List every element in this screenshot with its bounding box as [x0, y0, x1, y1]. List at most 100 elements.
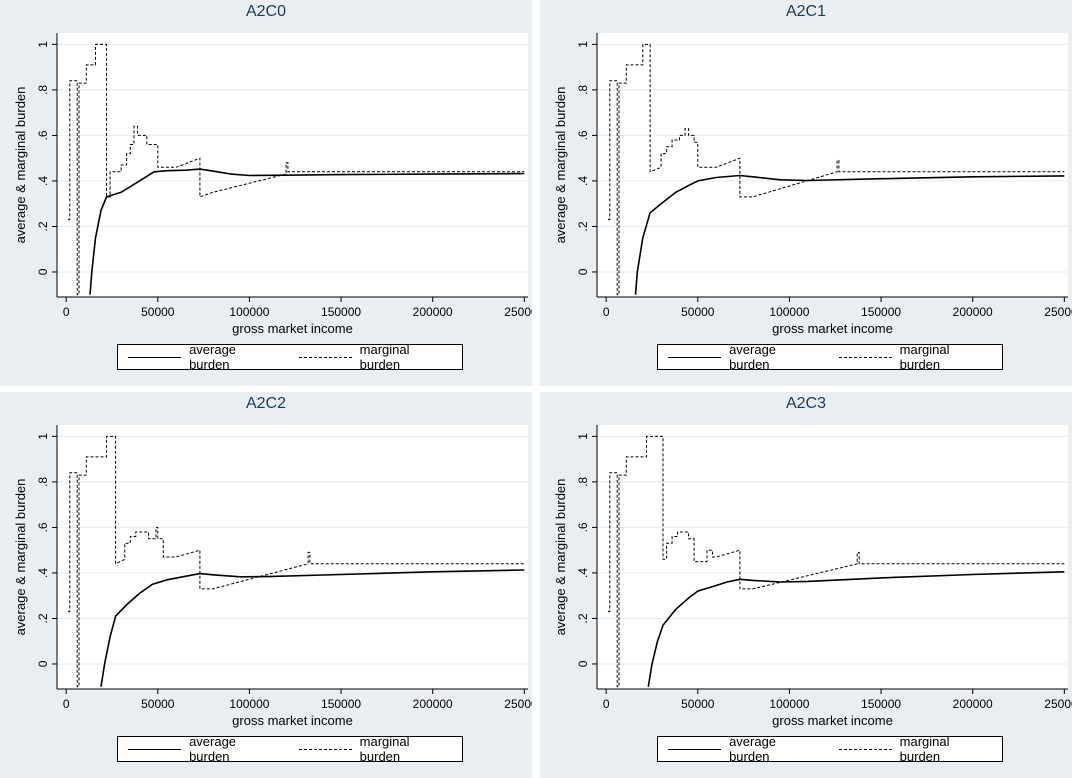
- legend-item-average-burden: average burden: [128, 342, 279, 372]
- x-tick-label: 0: [603, 697, 610, 711]
- y-tick-label: .2: [36, 613, 50, 623]
- plot-area: [57, 33, 528, 297]
- legend-label: average burden: [189, 734, 237, 764]
- y-tick-label: .8: [36, 85, 50, 95]
- x-tick-label: 200000: [953, 697, 993, 711]
- legend-label: marginal burden: [899, 734, 950, 764]
- y-axis-label: average & marginal burden: [553, 478, 568, 636]
- x-tick-label: 100000: [769, 697, 809, 711]
- x-tick-label: 0: [603, 305, 610, 319]
- legend-label: marginal burden: [899, 342, 950, 372]
- x-axis-label: gross market income: [232, 713, 353, 728]
- x-tick-label: 250000: [504, 697, 532, 711]
- legend-label: average burden: [729, 734, 777, 764]
- y-tick-label: .6: [36, 130, 50, 140]
- plot-area: [57, 425, 528, 689]
- legend-swatch: [668, 356, 722, 358]
- x-tick-label: 150000: [321, 697, 361, 711]
- y-tick-label: 0: [36, 268, 50, 275]
- x-tick-label: 200000: [413, 697, 453, 711]
- series-marginal-burden-line: [68, 435, 525, 688]
- y-axis-label: average & marginal burden: [553, 86, 568, 244]
- y-tick-label: .8: [576, 477, 590, 487]
- x-tick-label: 100000: [229, 305, 269, 319]
- legend: average burden marginal burden: [117, 342, 463, 372]
- y-tick-label: .4: [576, 568, 590, 578]
- legend: average burden marginal burden: [657, 734, 1003, 764]
- legend-swatch: [128, 748, 182, 750]
- y-tick-label: 1: [36, 433, 50, 440]
- y-tick-label: .4: [36, 176, 50, 186]
- x-tick-label: 200000: [413, 305, 453, 319]
- chart-title: A2C1: [785, 3, 827, 20]
- y-tick-label: .2: [576, 221, 590, 231]
- x-tick-label: 100000: [769, 305, 809, 319]
- y-tick-label: .4: [36, 568, 50, 578]
- legend-swatch: [298, 356, 352, 358]
- legend-label: marginal burden: [359, 342, 410, 372]
- legend-item-marginal-burden: marginal burden: [838, 734, 992, 764]
- chart-svg: 0 .2 .4 .6 .8 1 0 50000 100000 150000 200000 250000: [576, 33, 1072, 319]
- y-tick-label: 0: [576, 268, 590, 275]
- y-tick-label: .6: [576, 522, 590, 532]
- chart-svg: 0 .2 .4 .6 .8 1 0 50000 100000 150000 200000 250000: [36, 425, 532, 711]
- series-average-burden-line: [647, 571, 1065, 687]
- y-tick-label: 0: [576, 660, 590, 667]
- legend-swatch: [668, 748, 722, 750]
- legend-item-average-burden: average burden: [668, 342, 819, 372]
- y-tick-label: .8: [36, 477, 50, 487]
- chart-title: A2C3: [785, 395, 827, 412]
- y-tick-label: 1: [576, 41, 590, 48]
- x-axis-label: gross market income: [232, 321, 353, 336]
- x-tick-label: 50000: [141, 697, 175, 711]
- legend-item-marginal-burden: marginal burden: [838, 342, 992, 372]
- y-tick-label: 1: [576, 433, 590, 440]
- legend-swatch: [838, 356, 892, 358]
- panel-a2c3: 0 .2 .4 .6 .8 1 0 50000 100000 150000 200000 250000…: [540, 392, 1072, 778]
- y-tick-label: .4: [576, 176, 590, 186]
- y-axis-label: average & marginal burden: [13, 86, 28, 244]
- x-axis-label: gross market income: [772, 713, 893, 728]
- series-average-burden-line: [89, 168, 525, 295]
- x-tick-label: 100000: [229, 697, 269, 711]
- x-tick-label: 0: [63, 697, 70, 711]
- series-average-burden-line: [100, 569, 525, 687]
- y-tick-label: 1: [36, 41, 50, 48]
- chart-title: A2C0: [245, 3, 287, 20]
- chart-svg: 0 .2 .4 .6 .8 1 0 50000 100000 150000 200000 250000: [576, 425, 1072, 711]
- x-tick-label: 250000: [1044, 697, 1072, 711]
- x-tick-label: 50000: [141, 305, 175, 319]
- plot-area: [597, 425, 1068, 689]
- chart-svg: 0 .2 .4 .6 .8 1 0 50000 100000 150000 200000 250000: [36, 33, 532, 319]
- legend-label: average burden: [729, 342, 777, 372]
- x-tick-label: 150000: [321, 305, 361, 319]
- y-axis-label: average & marginal burden: [13, 478, 28, 636]
- y-tick-label: .6: [36, 522, 50, 532]
- legend-item-marginal-burden: marginal burden: [298, 342, 452, 372]
- series-average-burden-line: [634, 174, 1065, 295]
- chart-title: A2C2: [245, 395, 287, 412]
- series-marginal-burden-line: [68, 43, 525, 296]
- legend: average burden marginal burden: [117, 734, 463, 764]
- series-marginal-burden-line: [608, 43, 1065, 296]
- x-tick-label: 150000: [861, 697, 901, 711]
- x-tick-label: 250000: [1044, 305, 1072, 319]
- plot-area: [597, 33, 1068, 297]
- y-tick-label: .2: [36, 221, 50, 231]
- legend-swatch: [838, 748, 892, 750]
- y-tick-label: .2: [576, 613, 590, 623]
- legend-label: average burden: [189, 342, 237, 372]
- x-tick-label: 200000: [953, 305, 993, 319]
- panel-a2c1: 0 .2 .4 .6 .8 1 0 50000 100000 150000 200000 250000…: [540, 0, 1072, 386]
- y-tick-label: .6: [576, 130, 590, 140]
- x-tick-label: 50000: [681, 697, 715, 711]
- legend-item-average-burden: average burden: [128, 734, 279, 764]
- legend-label: marginal burden: [359, 734, 410, 764]
- legend-swatch: [128, 356, 182, 358]
- panel-a2c0: 0 .2 .4 .6 .8 1 0 50000 100000 150000 200000 250000…: [0, 0, 532, 386]
- legend-item-marginal-burden: marginal burden: [298, 734, 452, 764]
- x-tick-label: 250000: [504, 305, 532, 319]
- legend-swatch: [298, 748, 352, 750]
- x-axis-label: gross market income: [772, 321, 893, 336]
- x-tick-label: 150000: [861, 305, 901, 319]
